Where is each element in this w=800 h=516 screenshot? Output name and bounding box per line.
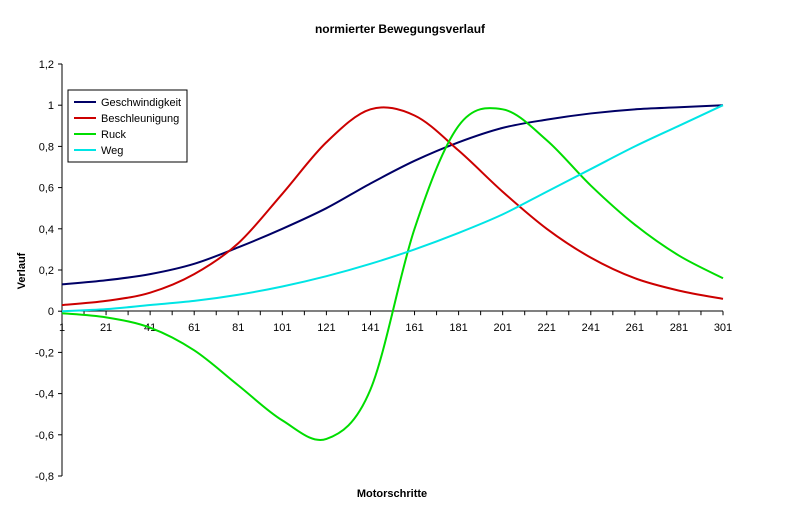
y-tick-label: -0,6 [35,430,54,442]
legend-label: Ruck [101,129,127,141]
y-tick-label: 0,2 [39,265,54,277]
series-line-ruck [61,107,724,441]
x-tick-label: 121 [317,322,335,334]
series-line-beschleunigung [61,106,724,307]
x-tick-label: 161 [405,322,423,334]
x-tick-label: 81 [232,322,244,334]
legend: Geschwindigkeit Beschleunigung Ruck Weg [67,89,188,163]
x-tick-label: 301 [714,322,732,334]
x-ticks: 1 21 41 61 81 101 121 141 161 181 201 221 241 261 281 3… [59,311,732,334]
x-tick-label: 1 [59,322,65,334]
series-line-geschwindigkeit [61,104,724,286]
y-tick-label: -0,8 [35,471,54,483]
x-tick-label: 201 [493,322,511,334]
y-tick-label: 1,2 [39,59,54,71]
legend-label: Beschleunigung [101,113,179,125]
x-tick-label: 281 [670,322,688,334]
y-ticks: 1,2 1 0,8 0,6 0,4 0,2 0 -0,2 -0,4 -0,6 -0,8 [35,59,62,483]
x-tick-label: 141 [361,322,379,334]
y-tick-label: -0,2 [35,347,54,359]
x-axis-label: Motorschritte [357,488,427,500]
y-tick-label: 0,6 [39,183,54,195]
y-tick-label: 0 [48,306,54,318]
x-tick-label: 101 [273,322,291,334]
legend-label: Geschwindigkeit [101,97,181,109]
series-lines [61,104,724,441]
x-tick-label: 21 [100,322,112,334]
y-tick-label: -0,4 [35,389,54,401]
x-tick-label: 241 [582,322,600,334]
x-tick-label: 61 [188,322,200,334]
y-tick-label: 0,8 [39,141,54,153]
y-tick-label: 1 [48,100,54,112]
x-tick-label: 181 [449,322,467,334]
legend-label: Weg [101,145,123,157]
x-tick-label: 221 [538,322,556,334]
y-tick-label: 0,4 [39,224,54,236]
series-line-weg [61,104,724,313]
chart-title: normierter Bewegungsverlauf [315,22,486,36]
x-tick-label: 261 [626,322,644,334]
y-axis-label: Verlauf [16,252,28,289]
